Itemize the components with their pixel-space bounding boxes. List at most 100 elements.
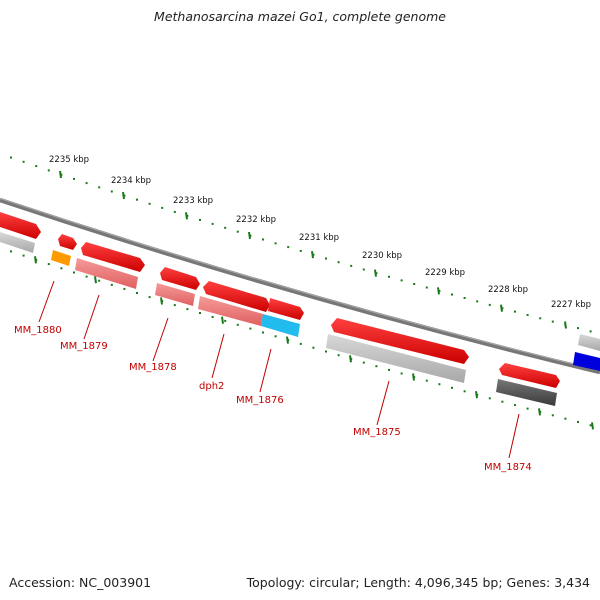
ruler-dot: [451, 386, 453, 389]
ruler-dot: [551, 320, 554, 323]
kbp-label-2232: 2232 kbp: [236, 215, 276, 225]
ruler-dot: [577, 327, 579, 330]
ruler-major-tick: [122, 191, 125, 200]
gene-label-mm1876[interactable]: MM_1876: [236, 395, 284, 406]
ruler-dot: [337, 261, 340, 264]
gene-arrow-mm1881[interactable]: [0, 212, 41, 239]
ruler-major-tick: [538, 408, 541, 416]
ruler-major-tick: [59, 170, 62, 179]
gene-label-dph2[interactable]: dph2: [199, 381, 224, 392]
ruler-dot: [236, 323, 239, 326]
ruler-major-tick: [34, 256, 37, 264]
ruler-dot: [564, 417, 567, 420]
ruler-dot: [514, 404, 516, 407]
ruler-dot: [10, 250, 12, 253]
kbp-label-2234: 2234 kbp: [111, 176, 151, 186]
cds-box-mm1878[interactable]: [155, 283, 195, 306]
ruler-major-tick: [286, 336, 289, 344]
ruler-major-tick: [475, 391, 478, 399]
cds-box-right-edge[interactable]: [578, 334, 600, 351]
ruler-major-tick: [311, 250, 314, 259]
ruler-major-tick: [500, 304, 503, 312]
cds-box-mm1874[interactable]: [496, 379, 557, 406]
kbp-label-2235: 2235 kbp: [49, 155, 89, 165]
ruler-dot: [488, 303, 491, 306]
genome-stats-text: Topology: circular; Length: 4,096,345 bp…: [246, 575, 590, 590]
ruler-dot: [337, 354, 340, 357]
ruler-dot: [199, 218, 201, 221]
ruler-dot: [123, 287, 126, 290]
cds-box-mm1876-cyan[interactable]: [261, 314, 300, 337]
ruler-dot: [438, 383, 441, 386]
accession-text: Accession: NC_003901: [9, 575, 152, 590]
cds-box-mm1881[interactable]: [0, 232, 35, 253]
ruler-dot: [211, 316, 214, 318]
cds-box-mm1875[interactable]: [326, 334, 466, 383]
outer-ruler-ticks: [10, 156, 592, 333]
gene-label-mm1880[interactable]: MM_1880: [14, 325, 62, 336]
ruler-dot: [148, 296, 151, 299]
ruler-dot: [299, 249, 302, 252]
gene-arrow-mm1879[interactable]: [81, 242, 145, 272]
ruler-major-tick: [564, 321, 567, 329]
genome-backbone: [0, 197, 600, 375]
gene-arrow-mm1875[interactable]: [331, 318, 469, 364]
cds-box-dph2[interactable]: [198, 296, 263, 326]
ruler-dot: [85, 182, 88, 185]
cds-box-mm1879[interactable]: [75, 258, 138, 289]
ruler-dot: [362, 268, 365, 271]
ruler-dot: [299, 342, 302, 345]
ruler-dot: [224, 319, 227, 322]
ruler-dot: [22, 254, 25, 257]
ruler-dot: [325, 257, 327, 260]
gene-label-mm1875[interactable]: MM_1875: [353, 427, 401, 438]
ruler-dot: [161, 206, 164, 209]
ruler-dot: [98, 279, 101, 282]
ruler-major-tick: [349, 355, 352, 363]
ruler-major-tick: [221, 316, 224, 324]
ruler-dot: [110, 283, 113, 286]
leader-lines: [38, 280, 520, 459]
ruler-major-tick: [94, 276, 97, 284]
ruler-dot: [325, 350, 327, 353]
ruler-major-tick: [591, 422, 594, 430]
ruler-major-tick: [374, 269, 377, 277]
ruler-dot: [501, 400, 504, 403]
ruler-dot: [476, 300, 479, 303]
ruler-dot: [274, 335, 277, 338]
gene-arrow-mm1880-red[interactable]: [58, 234, 77, 250]
cds-box-mm1880-orange[interactable]: [51, 250, 71, 266]
kbp-label-2227: 2227 kbp: [551, 300, 591, 310]
gene-label-mm1879[interactable]: MM_1879: [60, 341, 108, 352]
ruler-dot: [287, 246, 290, 249]
ruler-dot: [85, 275, 88, 278]
ruler-dot: [199, 312, 201, 314]
gene-label-mm1874[interactable]: MM_1874: [484, 462, 532, 473]
ruler-dot: [413, 283, 416, 285]
ruler-dot: [539, 317, 542, 320]
ruler-dot: [388, 368, 390, 371]
ruler-dot: [110, 190, 113, 193]
ruler-dot: [463, 297, 466, 299]
gene-arrow-mm1874[interactable]: [499, 363, 560, 388]
ruler-major-tick: [248, 231, 251, 240]
ruler-dot: [60, 267, 63, 270]
ruler-major-tick: [160, 297, 163, 305]
ruler-dot: [173, 210, 176, 213]
gene-arrow-mm1876[interactable]: [268, 298, 304, 320]
gene-box-right-edge-blue[interactable]: [573, 352, 600, 371]
ruler-major-tick: [412, 373, 415, 381]
ruler-dot: [224, 226, 227, 229]
ruler-dot: [589, 330, 592, 333]
ruler-dot: [388, 275, 390, 278]
kbp-label-2230: 2230 kbp: [362, 251, 402, 261]
ruler-dot: [400, 372, 403, 375]
ruler-dot: [10, 156, 12, 159]
kbp-label-2229: 2229 kbp: [425, 268, 465, 278]
gene-arrow-dph2[interactable]: [203, 281, 270, 312]
kbp-label-2231: 2231 kbp: [299, 233, 339, 243]
gene-arrow-mm1878[interactable]: [160, 267, 200, 290]
ruler-dot: [136, 292, 138, 294]
gene-label-mm1878[interactable]: MM_1878: [129, 362, 177, 373]
